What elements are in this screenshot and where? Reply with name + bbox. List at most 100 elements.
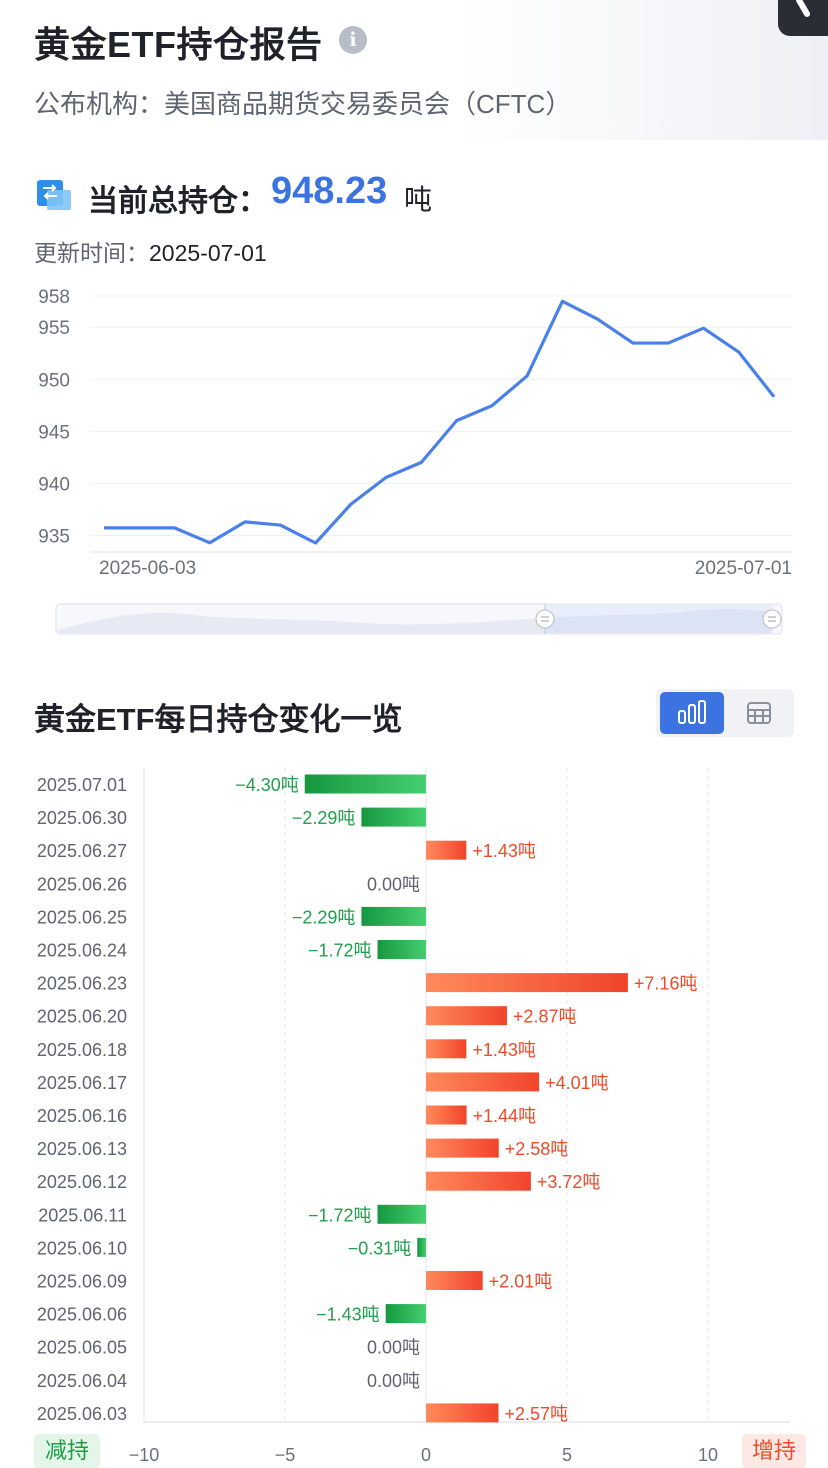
table-view-button[interactable]: [730, 692, 790, 734]
bar-data-label: −2.29吨: [292, 808, 356, 828]
bar-category-label: 2025.06.12: [37, 1172, 127, 1192]
line-data-point[interactable]: [239, 516, 251, 528]
bar-category-label: 2025.06.18: [37, 1040, 127, 1060]
bar-data-label: −1.72吨: [308, 941, 372, 961]
bar-x-tick-label: −5: [275, 1445, 296, 1462]
line-data-point[interactable]: [556, 295, 568, 307]
view-toggle: [656, 689, 794, 737]
line-data-point[interactable]: [521, 370, 533, 382]
slider-left-handle[interactable]: [535, 604, 555, 634]
bar-data-label: +2.01吨: [489, 1272, 553, 1292]
bar-mark[interactable]: [426, 840, 467, 860]
table-grid-icon: [747, 702, 771, 724]
section-title: 黄金ETF每日持仓变化一览: [34, 702, 403, 737]
line-y-tick-label: 945: [38, 422, 70, 443]
line-data-point[interactable]: [486, 400, 498, 412]
holdings-value: 948.23: [271, 170, 388, 212]
bar-mark[interactable]: [361, 906, 426, 926]
holdings-line-chart[interactable]: 958 955 950 945 940 935 2025-06-03 2025-07-01: [0, 280, 828, 580]
line-data-point[interactable]: [768, 391, 780, 403]
line-data-point[interactable]: [133, 522, 145, 534]
page-title: 黄金ETF持仓报告: [34, 24, 323, 65]
line-y-tick-label: 955: [38, 318, 70, 339]
bar-category-label: 2025.06.25: [37, 907, 127, 927]
bar-x-tick-label: −10: [129, 1445, 160, 1462]
update-time: 更新时间：2025-07-01: [34, 234, 267, 268]
increase-legend-tag: 增持: [742, 1434, 806, 1468]
bar-category-label: 2025.06.23: [37, 974, 127, 994]
bar-mark[interactable]: [426, 1138, 499, 1158]
bar-category-label: 2025.06.11: [38, 1205, 127, 1225]
bar-data-label: +4.01吨: [545, 1073, 609, 1093]
bar-mark[interactable]: [426, 973, 628, 993]
bar-category-label: 2025.06.04: [37, 1371, 127, 1391]
line-y-tick-label: 958: [38, 287, 70, 308]
bar-category-label: 2025.06.05: [37, 1338, 127, 1358]
bar-mark[interactable]: [426, 1171, 531, 1191]
bar-category-label: 2025.06.03: [37, 1404, 127, 1424]
bar-mark[interactable]: [426, 1039, 467, 1059]
bar-category-label: 2025.06.09: [37, 1272, 127, 1292]
bar-mark[interactable]: [377, 1204, 426, 1224]
line-x-start-label: 2025-06-03: [99, 558, 196, 579]
bar-view-button[interactable]: [660, 692, 724, 734]
bar-data-label: −1.43吨: [316, 1305, 380, 1325]
line-data-point[interactable]: [204, 537, 216, 549]
info-icon[interactable]: i: [339, 26, 367, 54]
bar-data-label: −0.31吨: [348, 1238, 412, 1258]
bar-mark[interactable]: [361, 807, 426, 827]
bar-data-label: 0.00吨: [367, 874, 420, 894]
publisher-text: 公布机构：美国商品期货交易委员会（CFTC）: [34, 89, 572, 119]
bar-mark[interactable]: [304, 774, 426, 794]
holdings-unit: 吨: [404, 184, 433, 215]
line-data-point[interactable]: [697, 322, 709, 334]
bar-mark[interactable]: [426, 1403, 499, 1423]
bar-chart-icon: [678, 700, 706, 724]
bar-mark[interactable]: [426, 1271, 483, 1290]
update-label: 更新时间：: [34, 240, 149, 266]
bar-mark[interactable]: [417, 1237, 426, 1257]
bar-category-label: 2025.06.26: [37, 874, 127, 894]
line-data-point[interactable]: [733, 346, 745, 358]
bar-mark[interactable]: [377, 940, 426, 959]
bar-mark[interactable]: [426, 1006, 507, 1026]
bar-mark[interactable]: [426, 1105, 467, 1125]
bar-category-label: 2025.06.06: [37, 1305, 127, 1325]
line-x-end-label: 2025-07-01: [695, 558, 792, 579]
line-data-point[interactable]: [592, 313, 604, 325]
line-data-point[interactable]: [98, 522, 110, 534]
edit-corner-button[interactable]: [778, 0, 828, 36]
line-data-point[interactable]: [451, 415, 463, 427]
line-data-point[interactable]: [627, 337, 639, 349]
line-data-point[interactable]: [380, 471, 392, 483]
bar-mark[interactable]: [385, 1304, 426, 1324]
line-data-point[interactable]: [274, 519, 286, 531]
bar-data-label: −2.29吨: [292, 907, 356, 927]
slider-right-handle[interactable]: [762, 609, 782, 629]
daily-change-bar-chart: −10 −5 0 5 10 2025.07.01 −4.30吨 2025.06.30 −2.29…: [37, 768, 790, 1462]
bar-x-tick-label: 5: [562, 1445, 572, 1462]
line-data-point[interactable]: [345, 498, 357, 510]
date-range-slider[interactable]: [0, 596, 828, 640]
bar-category-label: 2025.06.17: [37, 1073, 127, 1093]
bar-data-label: +2.58吨: [505, 1139, 569, 1159]
update-date: 2025-07-01: [149, 240, 267, 266]
bar-data-label: +2.57吨: [504, 1404, 568, 1424]
line-data-point[interactable]: [310, 537, 322, 549]
bar-category-label: 2025.06.10: [37, 1238, 127, 1258]
line-data-point[interactable]: [415, 456, 427, 468]
bar-category-label: 2025.06.20: [37, 1007, 127, 1027]
line-y-tick-label: 935: [38, 527, 70, 548]
bar-data-label: +7.16吨: [634, 974, 698, 994]
bar-data-label: +2.87吨: [513, 1007, 577, 1027]
bar-data-label: −1.72吨: [308, 1205, 372, 1225]
line-y-tick-label: 950: [38, 370, 70, 391]
bar-data-label: +3.72吨: [537, 1172, 601, 1192]
bar-category-label: 2025.07.01: [37, 775, 127, 795]
line-y-tick-label: 940: [38, 474, 70, 495]
line-data-point[interactable]: [662, 337, 674, 349]
bar-mark[interactable]: [426, 1072, 540, 1092]
line-data-point[interactable]: [169, 522, 181, 534]
bar-category-label: 2025.06.30: [37, 808, 127, 828]
bar-x-tick-label: 10: [698, 1445, 718, 1462]
